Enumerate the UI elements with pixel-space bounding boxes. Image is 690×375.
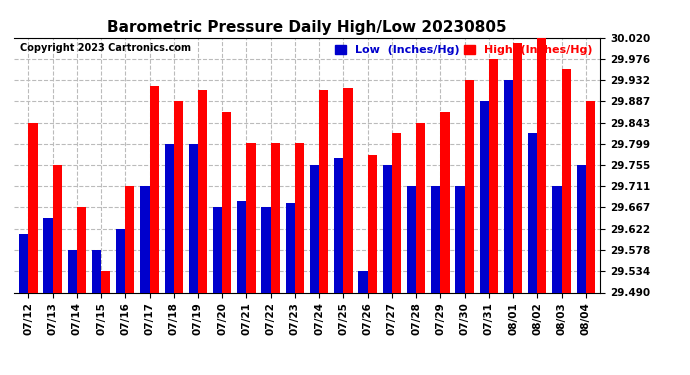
Bar xyxy=(116,229,126,292)
Bar xyxy=(126,186,135,292)
Bar xyxy=(407,186,416,292)
Bar xyxy=(513,43,522,292)
Bar xyxy=(538,38,546,292)
Bar xyxy=(270,143,280,292)
Bar xyxy=(480,102,489,292)
Text: Copyright 2023 Cartronics.com: Copyright 2023 Cartronics.com xyxy=(19,43,190,52)
Bar xyxy=(528,133,538,292)
Bar xyxy=(383,165,392,292)
Bar xyxy=(295,143,304,292)
Bar xyxy=(213,207,222,292)
Bar xyxy=(189,144,198,292)
Bar xyxy=(101,272,110,292)
Bar xyxy=(319,90,328,292)
Bar xyxy=(164,144,174,292)
Bar xyxy=(150,86,159,292)
Bar xyxy=(368,155,377,292)
Bar xyxy=(464,80,474,292)
Bar xyxy=(28,123,37,292)
Bar xyxy=(246,143,256,292)
Bar xyxy=(358,272,368,292)
Legend: Low  (Inches/Hg), High  (Inches/Hg): Low (Inches/Hg), High (Inches/Hg) xyxy=(333,43,595,58)
Bar xyxy=(440,112,450,292)
Bar xyxy=(455,186,464,292)
Bar xyxy=(431,186,440,292)
Bar xyxy=(262,207,270,292)
Bar xyxy=(222,112,231,292)
Bar xyxy=(286,204,295,292)
Bar xyxy=(310,165,319,292)
Bar xyxy=(198,90,207,292)
Bar xyxy=(489,58,498,292)
Bar xyxy=(392,133,401,292)
Bar xyxy=(68,250,77,292)
Bar xyxy=(334,158,344,292)
Bar xyxy=(92,250,101,292)
Bar xyxy=(586,102,595,292)
Bar xyxy=(562,69,571,292)
Bar xyxy=(174,102,183,292)
Bar xyxy=(19,234,28,292)
Bar xyxy=(43,218,52,292)
Bar xyxy=(552,186,562,292)
Title: Barometric Pressure Daily High/Low 20230805: Barometric Pressure Daily High/Low 20230… xyxy=(107,20,507,35)
Bar xyxy=(52,165,62,292)
Bar xyxy=(237,201,246,292)
Bar xyxy=(344,88,353,292)
Bar xyxy=(504,80,513,292)
Bar xyxy=(77,207,86,292)
Bar xyxy=(577,165,586,292)
Bar xyxy=(416,123,425,292)
Bar xyxy=(140,186,150,292)
